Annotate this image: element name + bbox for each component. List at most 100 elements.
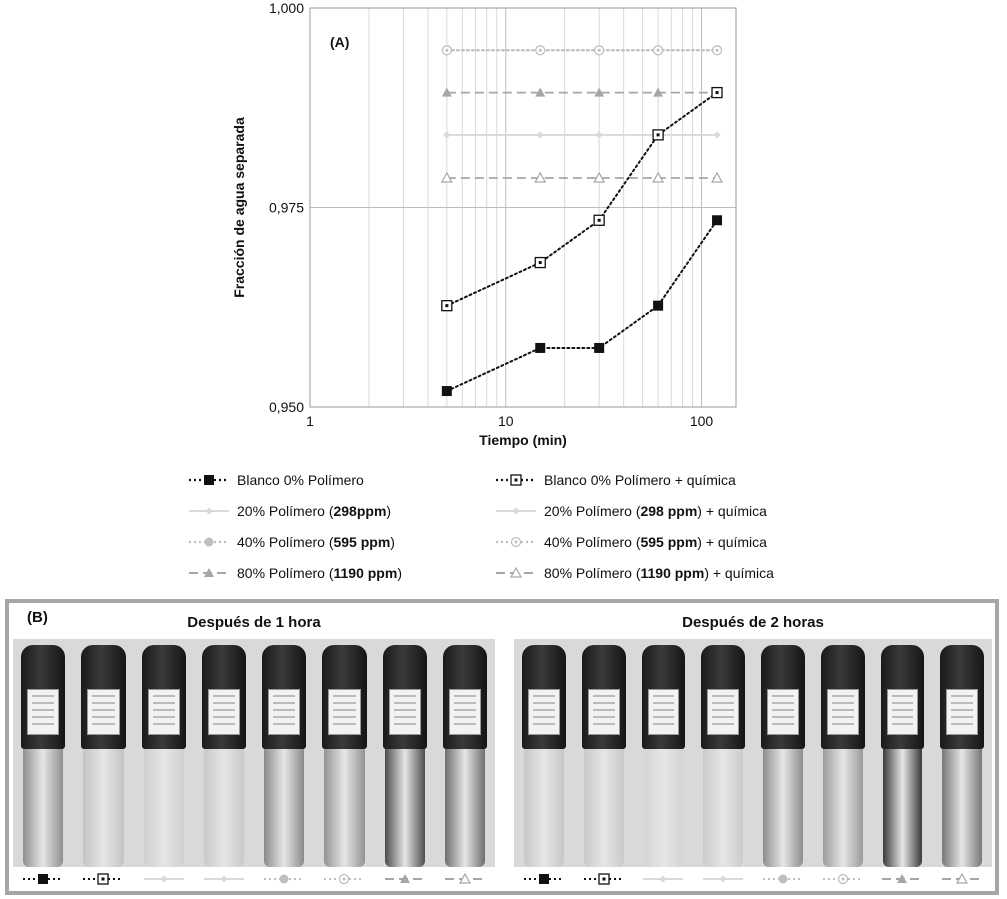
data-point — [536, 131, 544, 139]
strip-swatch — [203, 875, 244, 883]
strip-swatch — [23, 874, 64, 884]
legend-swatch — [496, 474, 536, 486]
tube-contents — [882, 749, 923, 867]
strip-marker — [538, 874, 549, 884]
strip-swatch — [143, 875, 184, 883]
tube-label-sticker — [388, 689, 421, 735]
tube-label-sticker — [87, 689, 120, 735]
data-point — [713, 131, 721, 139]
strip-marker-center — [342, 877, 346, 881]
legend-marker — [204, 537, 214, 547]
tube-contents — [203, 749, 244, 867]
series-s2 — [441, 86, 723, 312]
data-point-center — [538, 48, 542, 52]
strip-marker — [220, 875, 228, 883]
line-chart: 0,950 0,975 1,000 1 10 100 Tiempo (min) Fracció… — [231, 0, 737, 448]
legend-label-text: Blanco 0% Polímero + química — [544, 472, 736, 488]
y-tick-label: 0,975 — [269, 200, 304, 216]
test-tube — [641, 645, 686, 867]
tube-contents — [143, 749, 184, 867]
legend-label-suffix: ) — [397, 565, 402, 581]
data-point — [535, 342, 546, 353]
strip-swatch — [762, 874, 803, 884]
legend-label-text: Blanco 0% Polímero — [237, 472, 364, 488]
tube-contents — [384, 749, 425, 867]
data-point-center — [597, 48, 601, 52]
strip-swatch — [523, 874, 564, 884]
strip-swatch — [384, 874, 425, 883]
tubes-photo — [13, 639, 495, 867]
tube-label-sticker — [767, 689, 799, 735]
legend-swatch — [496, 507, 536, 515]
data-point — [443, 131, 451, 139]
data-point — [652, 171, 665, 183]
legend-marker-center — [514, 540, 518, 544]
legend-label: 80% Polímero (1190 ppm) + química — [544, 565, 774, 581]
data-point — [441, 386, 452, 397]
series-s7 — [441, 87, 723, 97]
tube-label-sticker — [647, 689, 680, 735]
y-tick-label: 1,000 — [269, 0, 304, 16]
grid — [310, 8, 736, 407]
photo-legend-strip — [514, 871, 992, 891]
series-line — [445, 91, 719, 307]
strip-swatch — [882, 874, 923, 883]
data-point — [653, 300, 664, 311]
y-axis-title: Fracción de agua separada — [231, 117, 247, 298]
strip-swatch — [324, 873, 365, 885]
data-point — [711, 171, 724, 183]
data-point — [441, 87, 452, 97]
photo-group-title: Después de 2 horas — [682, 614, 824, 631]
tube-contents — [583, 749, 624, 867]
tube-contents — [942, 749, 982, 867]
strip-swatch — [703, 875, 744, 883]
tube-label-sticker — [147, 689, 180, 735]
legend-swatch — [189, 568, 229, 577]
tube-contents — [763, 749, 803, 867]
tube-label-sticker — [448, 689, 481, 735]
legend-item-s4: 20% Polímero (298 ppm) + química — [494, 499, 767, 523]
legend-label-suffix: ) + química — [704, 565, 774, 581]
strip-marker — [38, 874, 49, 884]
data-point — [595, 131, 603, 139]
legend-marker — [509, 566, 523, 578]
data-point — [594, 87, 605, 97]
x-tick-label: 10 — [498, 413, 514, 429]
series-s8 — [440, 171, 724, 183]
legend-label: 40% Polímero (595 ppm) — [237, 534, 395, 550]
x-tick-label: 1 — [306, 413, 314, 429]
test-tube — [581, 645, 626, 867]
strip-marker — [399, 874, 410, 883]
strip-marker — [897, 874, 908, 883]
data-point — [712, 215, 723, 226]
strip-marker-center — [101, 877, 105, 881]
tube-contents — [524, 749, 564, 867]
data-point-center — [445, 48, 449, 52]
legend-swatch — [189, 537, 229, 547]
data-point — [653, 87, 664, 97]
photo-group-title: Después de 1 hora — [187, 614, 321, 631]
legend-label-text: 80% Polímero ( — [544, 565, 641, 581]
strip-swatch — [444, 872, 485, 884]
strip-swatch — [643, 875, 684, 883]
tube-label-sticker — [587, 689, 620, 735]
data-point-center — [445, 304, 449, 308]
series-line — [445, 219, 719, 393]
data-point-center — [597, 218, 601, 222]
tube-contents — [324, 749, 365, 867]
legend-label-suffix: ) — [390, 534, 395, 550]
series-s6 — [441, 45, 723, 56]
test-tube — [820, 645, 865, 867]
panel-a-label: (A) — [330, 34, 349, 50]
strip-marker — [279, 874, 289, 884]
strip-swatch — [822, 873, 863, 885]
test-tube — [522, 645, 566, 867]
legend-item-s5: 40% Polímero (595 ppm) — [187, 530, 395, 554]
strip-swatch — [942, 872, 983, 884]
legend-swatch — [496, 536, 536, 548]
legend-swatch — [496, 566, 536, 578]
legend-label-text: 80% Polímero ( — [237, 565, 334, 581]
strip-swatch — [83, 873, 124, 885]
series-s1 — [441, 215, 723, 397]
strip-marker — [719, 875, 727, 883]
